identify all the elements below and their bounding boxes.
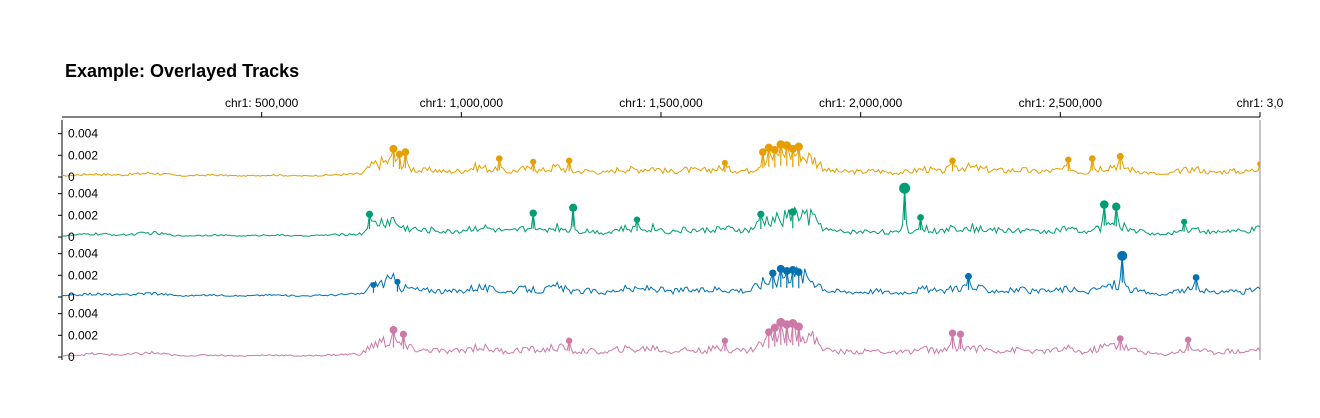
- peak-point: [1099, 200, 1109, 209]
- x-tick-label: chr1: 2,000,000: [819, 96, 903, 110]
- peak-point: [399, 330, 408, 338]
- peak-point: [794, 268, 803, 276]
- x-tick-label: chr1: 500,000: [225, 96, 299, 110]
- x-tick-label: chr1: 1,000,000: [420, 96, 504, 110]
- peak-point: [395, 150, 404, 158]
- series-line: [62, 188, 1260, 237]
- tracks: 0.004 0.002 0 0.004 0.002 0 0.004 0.002 0 0.004 0.…: [58, 120, 1261, 364]
- track-2: [62, 182, 1260, 237]
- track-3: [62, 250, 1260, 297]
- peak-point: [569, 203, 578, 212]
- peak-point: [633, 216, 641, 223]
- peak-point: [529, 209, 537, 217]
- peak-point: [721, 159, 728, 166]
- series-line: [62, 255, 1260, 297]
- peak-point: [949, 157, 956, 164]
- peak-point: [1116, 152, 1124, 160]
- y-tick-label: 0: [68, 350, 75, 364]
- peak-point: [788, 208, 797, 216]
- x-tick-label: chr1: 2,500,000: [1019, 96, 1103, 110]
- peak-point: [389, 326, 398, 334]
- peak-point: [365, 210, 374, 218]
- peak-point: [565, 157, 573, 164]
- y-tick-label: 0.002: [68, 268, 98, 282]
- x-tick-label: chr1: 1,500,000: [619, 96, 703, 110]
- peak-point: [764, 143, 773, 152]
- peak-point: [759, 148, 767, 156]
- y-tick-label: 0.004: [68, 187, 98, 201]
- series-line: [62, 321, 1260, 357]
- peak-point: [956, 330, 965, 338]
- peak-point: [1181, 218, 1188, 225]
- peak-point: [788, 266, 797, 274]
- peak-point: [394, 278, 401, 285]
- x-axis: chr1: 500,000 chr1: 1,000,000 chr1: 1,500,…: [62, 96, 1284, 118]
- peak-point: [370, 282, 377, 288]
- peak-point: [389, 144, 398, 153]
- peak-point: [495, 155, 503, 162]
- y-tick-label: 0.002: [68, 328, 98, 342]
- series-line: [62, 144, 1260, 177]
- y-tick-label: 0.004: [68, 127, 98, 141]
- peak-point: [1065, 156, 1072, 163]
- peak-point: [794, 322, 803, 331]
- peak-point: [1257, 161, 1260, 167]
- peak-point: [770, 323, 779, 332]
- peak-point: [530, 158, 537, 165]
- peak-point: [1192, 274, 1200, 281]
- peak-point: [565, 337, 573, 344]
- peak-point: [794, 142, 803, 151]
- y-tick-label: 0.004: [68, 247, 98, 261]
- peak-point: [401, 148, 410, 156]
- peak-point: [769, 269, 777, 277]
- peak-point: [765, 328, 773, 336]
- peak-point: [770, 146, 779, 154]
- track-4: [62, 317, 1260, 357]
- y-tick-label: 0.004: [68, 307, 98, 321]
- peak-point: [1184, 336, 1192, 343]
- y-tick-label: 0.002: [68, 148, 98, 162]
- peak-point: [721, 337, 729, 344]
- y-tick-label: 0.002: [68, 208, 98, 222]
- y-tick-label: 0: [68, 290, 75, 304]
- peak-point: [776, 264, 785, 273]
- peak-point: [1088, 155, 1096, 162]
- peak-point: [757, 210, 765, 218]
- peak-point: [948, 329, 957, 337]
- peak-point: [917, 214, 924, 221]
- x-tick-label: chr1: 3,0: [1237, 96, 1284, 110]
- y-tick-label: 0: [68, 230, 75, 244]
- track-1: [62, 140, 1260, 177]
- peak-point: [1116, 335, 1124, 342]
- peak-point: [964, 272, 972, 280]
- peak-point: [899, 182, 911, 194]
- y-tick-label: 0: [68, 170, 75, 184]
- peak-point: [782, 267, 791, 275]
- chart-title: Example: Overlayed Tracks: [65, 61, 300, 81]
- peak-point: [1117, 250, 1128, 261]
- peak-point: [1112, 202, 1121, 211]
